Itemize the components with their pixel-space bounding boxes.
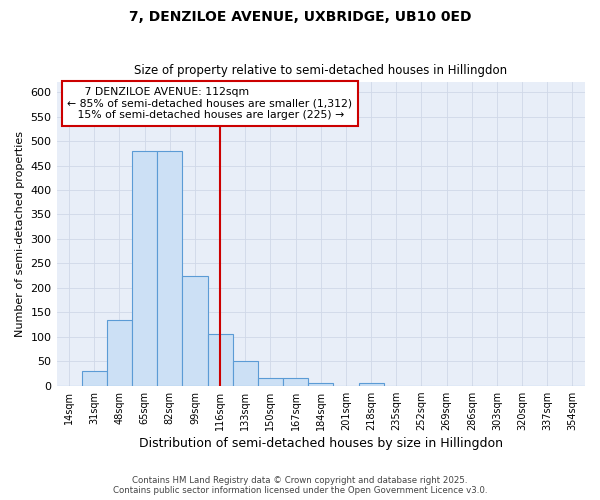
Text: Contains HM Land Registry data © Crown copyright and database right 2025.
Contai: Contains HM Land Registry data © Crown c… (113, 476, 487, 495)
Bar (283, 378, 308, 386)
Y-axis label: Number of semi-detached properties: Number of semi-detached properties (15, 131, 25, 337)
Bar (308, 383, 334, 386)
Text: 7, DENZILOE AVENUE, UXBRIDGE, UB10 0ED: 7, DENZILOE AVENUE, UXBRIDGE, UB10 0ED (129, 10, 471, 24)
Bar (82, 371, 107, 386)
Bar (359, 383, 383, 386)
Bar (157, 151, 182, 386)
Title: Size of property relative to semi-detached houses in Hillingdon: Size of property relative to semi-detach… (134, 64, 508, 77)
Bar (132, 151, 157, 386)
Bar (208, 334, 233, 386)
Bar (233, 361, 258, 386)
Bar (258, 378, 283, 386)
Text: 7 DENZILOE AVENUE: 112sqm
← 85% of semi-detached houses are smaller (1,312)
   1: 7 DENZILOE AVENUE: 112sqm ← 85% of semi-… (67, 87, 352, 120)
Bar (182, 276, 208, 386)
X-axis label: Distribution of semi-detached houses by size in Hillingdon: Distribution of semi-detached houses by … (139, 437, 503, 450)
Bar (107, 320, 132, 386)
